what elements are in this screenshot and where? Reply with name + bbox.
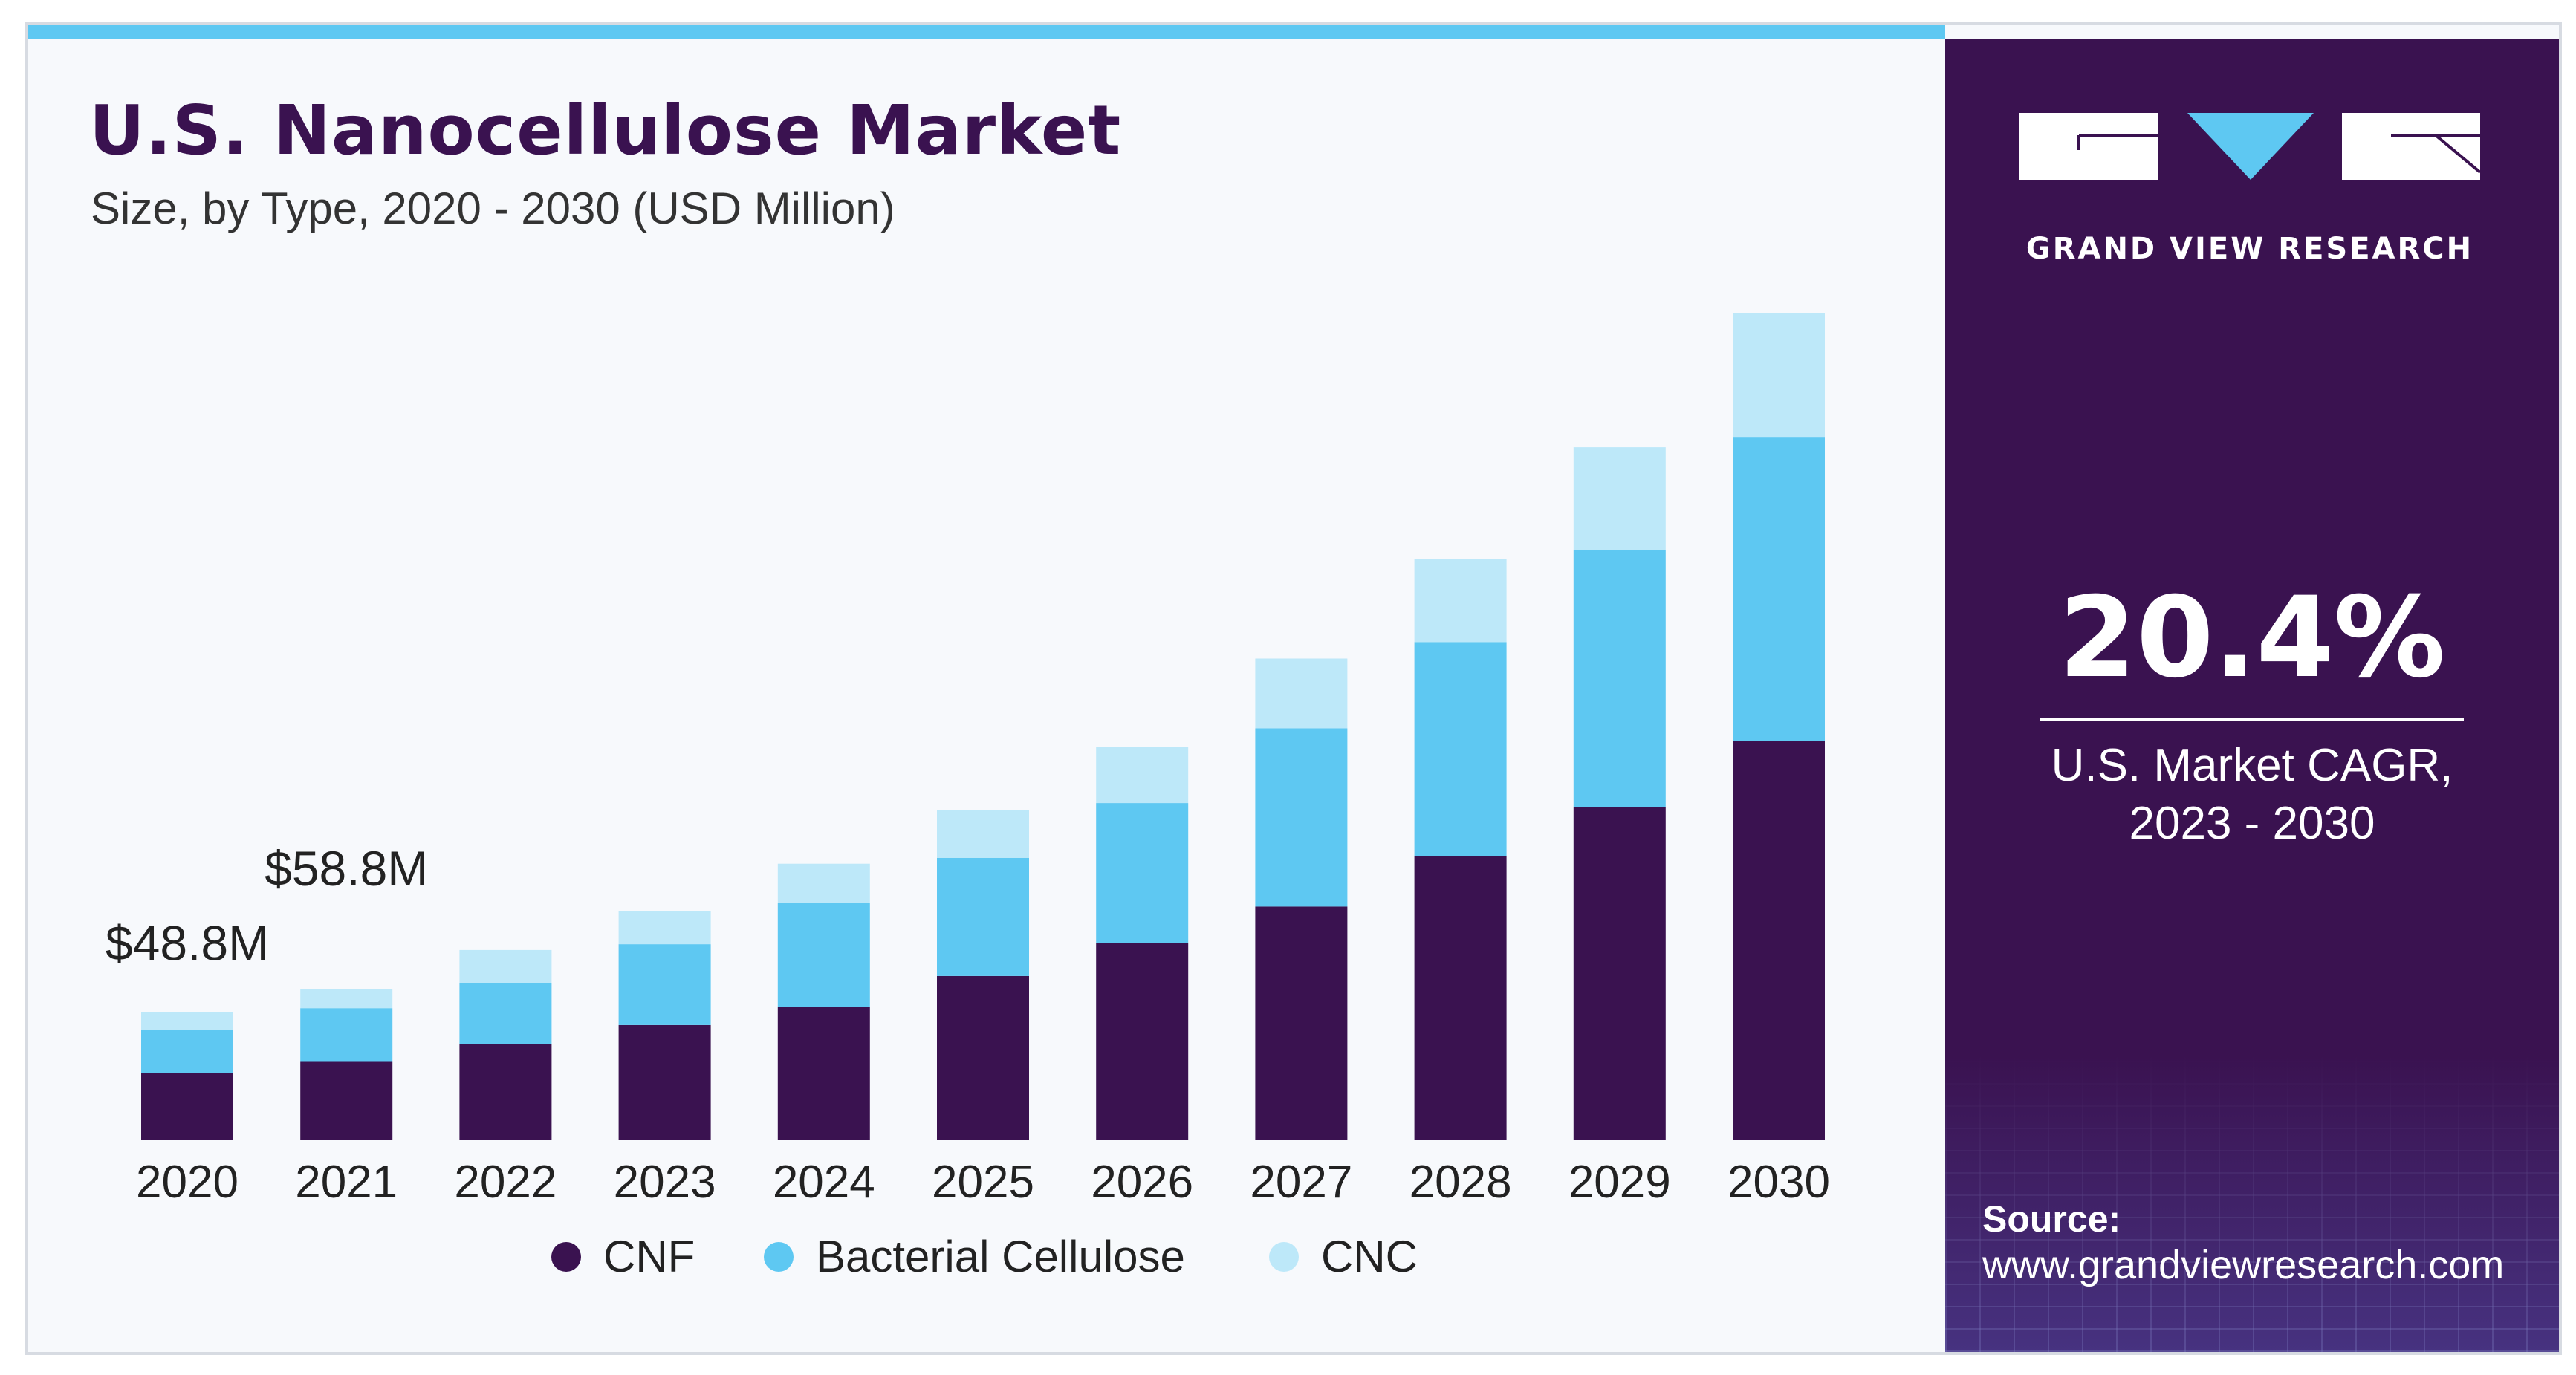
bar-bacterial-cellulose-2028 — [1414, 642, 1507, 856]
labels-layer: 2020 2021 2022 2023 2024 2025 2026 2027 2028 2029… — [106, 841, 1830, 1208]
bar-cnf-2021 — [300, 1061, 393, 1140]
x-tick-label-2028: 2028 — [1409, 1157, 1512, 1208]
bar-cnf-2029 — [1573, 807, 1666, 1140]
bar-cnc-2025 — [937, 810, 1029, 858]
bar-bacterial-cellulose-2026 — [1096, 803, 1189, 943]
bar-cnc-2030 — [1733, 313, 1825, 438]
cagr-value: 20.4% — [2058, 573, 2446, 703]
bar-cnc-2024 — [777, 863, 870, 903]
bar-cnf-2023 — [618, 1024, 711, 1140]
brand-name: GRAND VIEW RESEARCH — [2025, 232, 2474, 266]
source-link[interactable]: www.grandviewresearch.com — [1982, 1243, 2505, 1287]
cagr-label: U.S. Market CAGR, 2023 - 2030 — [1945, 737, 2559, 853]
bar-bacterial-cellulose-2022 — [459, 983, 552, 1044]
legend-label-cnc: CNC — [1321, 1232, 1418, 1281]
bar-cnf-2030 — [1733, 741, 1825, 1140]
bar-bacterial-cellulose-2021 — [300, 1008, 393, 1062]
source-label: Source: — [1982, 1198, 2121, 1240]
bar-cnf-2024 — [777, 1007, 870, 1140]
bar-cnf-2027 — [1255, 906, 1348, 1140]
bar-cnc-2020 — [141, 1012, 233, 1030]
bar-bacterial-cellulose-2029 — [1573, 550, 1666, 807]
bar-bacterial-cellulose-2023 — [618, 944, 711, 1025]
bars-layer — [141, 313, 1825, 1140]
bar-bacterial-cellulose-2024 — [777, 903, 870, 1007]
bar-cnc-2023 — [618, 911, 711, 945]
legend: CNF Bacterial Cellulose CNC — [551, 1232, 1418, 1281]
bar-cnc-2021 — [300, 989, 393, 1009]
legend-label-bacterial-cellulose: Bacterial Cellulose — [816, 1232, 1185, 1281]
sidebar-grid-decoration — [1945, 1055, 2559, 1352]
sidebar-panel: GRAND VIEW RESEARCH 20.4% U.S. Market CA… — [1945, 39, 2559, 1352]
bar-cnf-2020 — [141, 1073, 233, 1140]
bar-bacterial-cellulose-2020 — [141, 1030, 233, 1073]
chart-subtitle: Size, by Type, 2020 - 2030 (USD Million) — [91, 183, 895, 233]
stacked-bar-chart: 2020 2021 2022 2023 2024 2025 2026 2027 2028 2029… — [106, 313, 1830, 1281]
bar-cnf-2026 — [1096, 943, 1189, 1140]
x-tick-label-2022: 2022 — [454, 1157, 557, 1208]
bar-cnc-2026 — [1096, 747, 1189, 803]
x-tick-label-2030: 2030 — [1727, 1157, 1830, 1208]
bar-cnc-2027 — [1255, 658, 1348, 729]
bar-bacterial-cellulose-2025 — [937, 857, 1029, 976]
cagr-label-line1: U.S. Market CAGR, — [2051, 740, 2453, 791]
x-tick-label-2026: 2026 — [1091, 1157, 1193, 1208]
x-tick-label-2029: 2029 — [1568, 1157, 1671, 1208]
x-tick-label-2027: 2027 — [1250, 1157, 1352, 1208]
top-accent-bar — [28, 25, 1945, 39]
grand-view-research-logo — [2019, 113, 2480, 180]
cagr-divider — [2040, 718, 2464, 721]
bar-cnc-2022 — [459, 949, 552, 983]
bar-cnc-2028 — [1414, 559, 1507, 643]
bar-cnf-2025 — [937, 975, 1029, 1140]
bar-bacterial-cellulose-2027 — [1255, 728, 1348, 907]
bar-bacterial-cellulose-2030 — [1733, 437, 1825, 741]
cagr-label-line2: 2023 - 2030 — [2129, 798, 2375, 849]
legend-marker-cnf — [551, 1242, 581, 1272]
legend-marker-cnc — [1269, 1242, 1299, 1272]
x-tick-label-2024: 2024 — [773, 1157, 875, 1208]
legend-label-cnf: CNF — [603, 1232, 695, 1281]
bar-cnc-2029 — [1573, 447, 1666, 550]
x-tick-label-2025: 2025 — [932, 1157, 1034, 1208]
data-label-2020: $48.8M — [106, 916, 269, 971]
x-tick-label-2023: 2023 — [614, 1157, 716, 1208]
x-tick-label-2020: 2020 — [136, 1157, 239, 1208]
chart-title: U.S. Nanocellulose Market — [89, 91, 1122, 170]
data-label-2021: $58.8M — [265, 841, 428, 896]
x-tick-label-2021: 2021 — [295, 1157, 398, 1208]
bar-cnf-2022 — [459, 1044, 552, 1140]
legend-marker-bacterial-cellulose — [764, 1242, 794, 1272]
bar-cnf-2028 — [1414, 855, 1507, 1140]
